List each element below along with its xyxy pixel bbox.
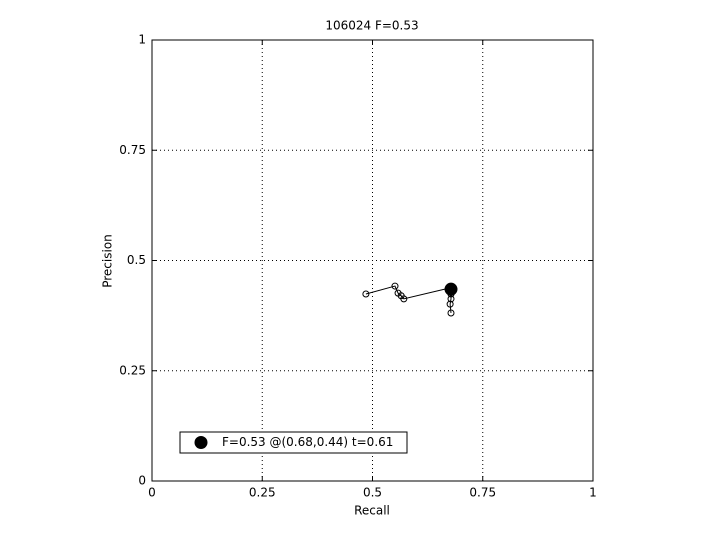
legend-box: [179, 431, 408, 454]
y-tick-label: 1: [138, 33, 146, 47]
y-tick-label: 0.75: [119, 143, 146, 157]
y-tick-label: 0.5: [127, 253, 146, 267]
x-tick-label: 1: [589, 486, 597, 500]
x-tick-label: 0.5: [363, 486, 382, 500]
x-tick-label: 0.75: [469, 486, 496, 500]
legend-marker: [194, 436, 208, 449]
point: [391, 282, 399, 290]
y-tick-label: 0.25: [119, 363, 146, 377]
y-tick-label: 0: [138, 474, 146, 488]
legend-label: F=0.53 @(0.68,0.44) t=0.61: [222, 435, 393, 449]
point: [447, 309, 455, 317]
y-axis-label: Precision: [101, 234, 115, 288]
point: [446, 300, 454, 308]
x-axis-label: Recall: [354, 504, 390, 518]
chart-title: 106024 F=0.53: [325, 19, 418, 33]
point: [400, 295, 408, 303]
legend: F=0.53 @(0.68,0.44) t=0.61: [179, 431, 408, 454]
best-point: [444, 282, 458, 296]
x-tick-label: 0.25: [249, 486, 276, 500]
x-tick-label: 0: [148, 486, 156, 500]
point: [362, 290, 370, 298]
point: [447, 295, 455, 303]
plot-frame: [151, 39, 594, 482]
